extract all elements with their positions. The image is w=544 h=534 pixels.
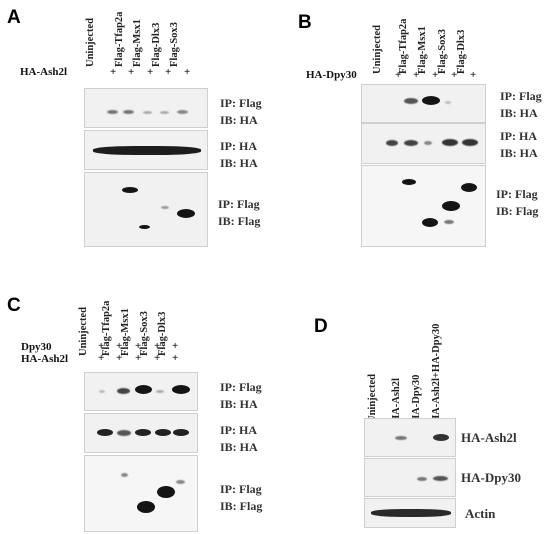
plus-sign: + — [172, 340, 179, 352]
blot-label: IP: Flag IB: Flag — [220, 482, 263, 513]
blot-label: IP: Flag IB: Flag — [496, 187, 539, 218]
lane-label: Uninjected — [85, 18, 96, 67]
blot-c2 — [84, 413, 198, 453]
panel-letter-a: A — [7, 7, 21, 28]
blot-d2 — [364, 458, 456, 497]
blot-a1 — [84, 88, 208, 128]
plus-sign: + — [116, 352, 123, 364]
blot-b3 — [361, 165, 486, 247]
lane-label: Uninjected — [367, 374, 378, 423]
lane-label: Flag-Dlx3 — [456, 29, 467, 74]
panel-letter-b: B — [298, 12, 312, 33]
blot-d1 — [364, 418, 456, 457]
lane-label: HA-Dpy30 — [411, 374, 422, 423]
lane-label: HA-Ash2l — [391, 378, 402, 423]
plus-sign: + — [98, 340, 105, 352]
condition-label: HA-Dpy30 — [306, 69, 357, 81]
lane-label: Flag-Msx1 — [417, 26, 428, 74]
lane-label: Flag-Msx1 — [132, 19, 143, 67]
plus-sign: + — [432, 69, 439, 81]
lane-label: HA-Ash2l+HA-Dpy30 — [431, 323, 442, 423]
plus-sign: + — [395, 69, 402, 81]
plus-sign: + — [135, 352, 142, 364]
blot-a3 — [84, 172, 208, 247]
lane-label: Flag-Dlx3 — [151, 22, 162, 67]
blot-label: IP: HA IB: HA — [500, 129, 538, 160]
blot-label: IP: Flag IB: Flag — [218, 197, 261, 228]
plus-sign: + — [135, 340, 142, 352]
blot-b2 — [361, 123, 486, 164]
plus-sign: + — [110, 66, 117, 78]
lane-label: Flag-Sox3 — [437, 29, 448, 74]
blot-label: HA-Dpy30 — [461, 470, 521, 485]
plus-sign: + — [128, 66, 135, 78]
blot-label: Actin — [465, 506, 496, 521]
lane-label: Flag-Tfap2a — [114, 11, 125, 67]
plus-sign: + — [184, 66, 191, 78]
lane-label: Flag-Tfap2a — [398, 18, 409, 74]
plus-sign: + — [451, 69, 458, 81]
blot-label: IP: HA IB: HA — [220, 423, 258, 454]
blot-label: IP: Flag IB: HA — [220, 380, 262, 411]
plus-sign: + — [172, 352, 179, 364]
plus-sign: + — [154, 340, 161, 352]
plus-sign: + — [154, 352, 161, 364]
plus-sign: + — [98, 352, 105, 364]
blot-label: IP: Flag IB: HA — [500, 89, 542, 120]
blot-label: IP: HA IB: HA — [220, 139, 258, 170]
panel-letter-d: D — [314, 316, 328, 337]
lane-label: Uninjected — [372, 25, 383, 74]
blot-a2 — [84, 130, 208, 170]
plus-sign: + — [413, 69, 420, 81]
plus-sign: + — [470, 69, 477, 81]
condition-label: HA-Ash2l — [21, 353, 69, 365]
blot-b1 — [361, 84, 486, 123]
plus-sign: + — [116, 340, 123, 352]
plus-sign: + — [147, 66, 154, 78]
blot-label: HA-Ash2l — [461, 430, 517, 445]
panel-letter-c: C — [7, 295, 21, 316]
plus-sign: + — [165, 66, 172, 78]
condition-label: HA-Ash2l — [20, 66, 68, 78]
blot-c3 — [84, 455, 198, 532]
lane-label: Uninjected — [78, 307, 89, 356]
condition-label: Dpy30 — [21, 341, 52, 353]
blot-c1 — [84, 372, 198, 411]
blot-d3 — [364, 498, 456, 528]
lane-label: Flag-Sox3 — [169, 22, 180, 67]
blot-label: IP: Flag IB: HA — [220, 96, 262, 127]
